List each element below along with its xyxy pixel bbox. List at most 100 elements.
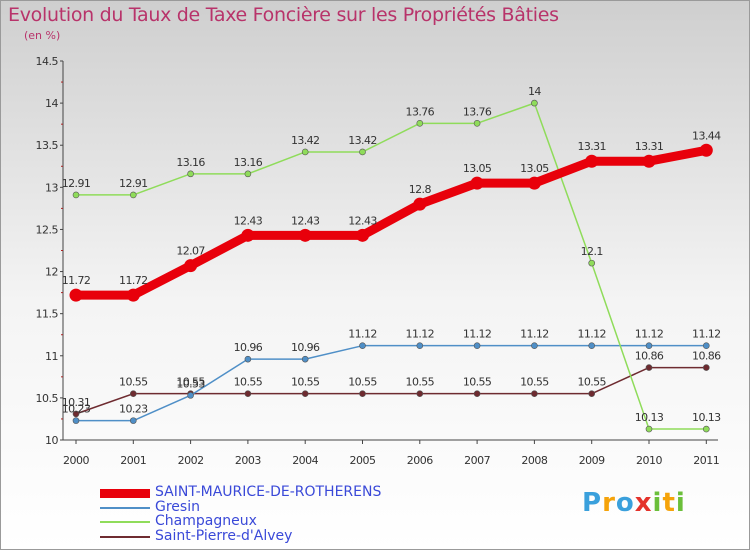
logo-letter: i [675,488,686,518]
data-point [588,259,596,267]
series-line-1 [75,344,708,422]
data-point [416,390,424,397]
data-point [130,390,137,397]
data-label: 12.07 [176,245,205,258]
data-point [645,364,653,371]
x-tick-label: 2002 [178,454,204,467]
data-point [413,197,427,211]
logo-letter: i [652,488,663,518]
data-label: 13.42 [348,134,377,147]
data-point [301,148,309,156]
data-label: 11.12 [463,328,492,341]
x-tick-label: 2008 [521,454,547,467]
data-point [645,342,653,349]
series-line-2 [75,102,708,430]
data-label: 13.16 [176,156,205,169]
data-label: 10.55 [463,376,492,389]
data-point [699,143,713,157]
y-tick-label: 10.5 [36,392,59,405]
x-tick-label: 2007 [464,454,490,467]
data-label: 10.55 [348,376,377,389]
data-label: 11.12 [692,328,721,341]
data-label: 13.05 [520,162,549,175]
data-label: 11.12 [520,328,549,341]
data-point [244,355,252,363]
data-label: 10.13 [692,411,721,424]
legend-label: Champagneux [155,513,257,529]
proxiti-logo: Proxiti [582,488,686,518]
data-point [531,390,538,397]
data-point [416,342,424,349]
legend-swatch [100,507,150,509]
data-label: 10.55 [234,376,263,389]
data-point [416,120,424,127]
data-label: 11.12 [348,328,377,341]
data-point [702,342,710,349]
legend-label: SAINT-MAURICE-DE-ROTHERENS [155,484,382,500]
data-label: 11.72 [62,274,91,287]
x-tick-label: 2011 [693,454,719,467]
y-axis-unit: (en %) [24,29,61,42]
data-label: 13.76 [406,105,435,118]
x-tick-label: 2003 [235,454,261,467]
y-tick-label: 12.5 [36,223,59,236]
data-point [588,390,596,397]
data-point [702,425,710,433]
data-label: 11.72 [119,274,148,287]
data-point [359,342,366,349]
legend-label: Saint-Pierre-d'Alvey [155,528,293,544]
data-label: 13.44 [692,129,721,142]
y-tick-label: 10 [45,434,58,447]
series-line-3 [75,366,708,415]
data-point [298,228,312,242]
data-label: 10.96 [291,341,320,354]
data-label: 12.8 [409,183,432,196]
data-point [588,342,596,349]
logo-letter: P [582,488,603,518]
logo-letter: x [634,488,653,518]
data-point [527,176,541,190]
data-label: 10.55 [291,376,320,389]
chart-title: Evolution du Taux de Taxe Foncière sur l… [8,4,559,26]
data-point [473,390,481,397]
series-line-0 [71,145,711,300]
data-point [359,148,366,156]
data-label: 10.23 [119,403,148,416]
data-point [241,228,255,242]
data-point [301,390,309,397]
y-tick-label: 12 [45,266,58,279]
data-label: 10.53 [176,377,205,390]
y-tick-label: 14 [45,97,58,110]
data-point [244,170,252,178]
data-point [531,99,538,107]
data-point [702,364,710,371]
x-tick-label: 2005 [350,454,376,467]
data-point [126,288,140,302]
data-point [531,342,538,349]
data-label: 12.91 [62,177,91,190]
data-label: 11.12 [577,328,606,341]
data-label: 12.43 [234,214,263,227]
data-point [130,191,137,199]
data-label: 10.55 [520,376,549,389]
data-point [69,288,83,302]
data-point [244,390,252,397]
data-label: 10.86 [692,350,721,363]
y-tick-label: 11 [45,350,58,363]
data-label: 13.42 [291,134,320,147]
data-point [130,417,137,424]
data-label: 12.1 [581,245,603,258]
data-label: 12.43 [291,214,320,227]
y-tick-label: 13 [45,181,58,194]
data-label: 12.91 [119,177,148,190]
data-point [187,170,194,178]
data-point [184,259,198,273]
logo-letter: r [602,488,616,518]
data-label: 10.13 [635,411,664,424]
data-label: 13.76 [463,105,492,118]
legend-swatch [100,521,150,523]
legend-swatch [100,489,150,498]
data-label: 14 [528,85,541,98]
